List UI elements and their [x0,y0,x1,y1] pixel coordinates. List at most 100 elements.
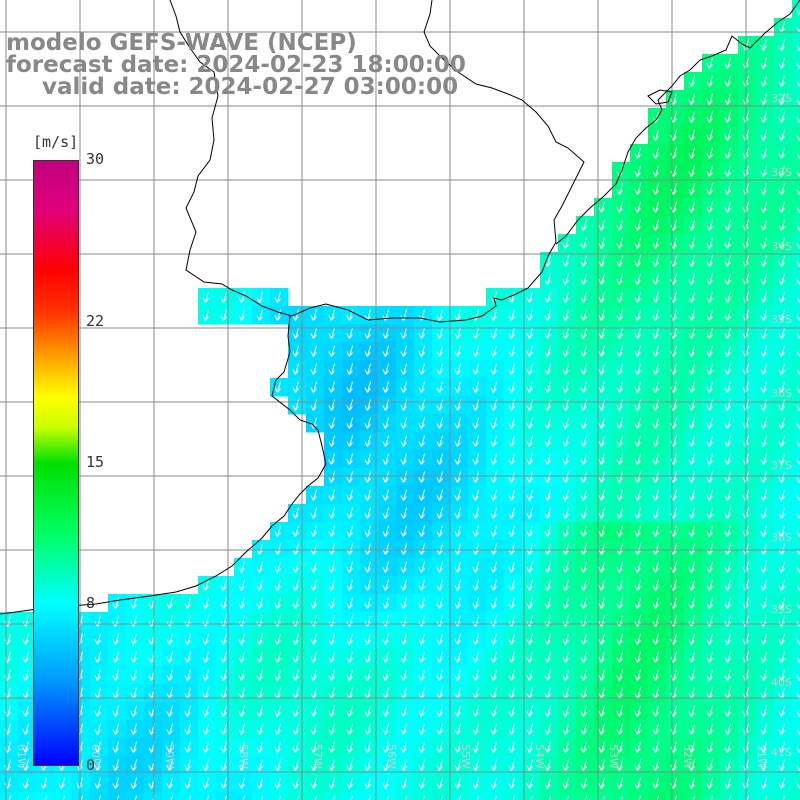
wind-arrow [598,273,606,285]
wind-arrow [616,399,624,411]
wind-arrow [328,453,336,465]
wind-cell [720,792,739,800]
wind-arrow [346,471,354,483]
wind-arrow [490,453,498,465]
wind-arrow [400,759,408,771]
wind-arrow [238,291,246,303]
wind-arrow [544,453,552,465]
longitude-label: 53W [607,744,620,769]
wind-arrow [544,705,552,717]
wind-arrow [580,237,588,249]
wind-arrow [310,381,318,393]
wind-arrow [652,129,660,141]
wind-arrow [472,525,480,537]
wind-cell [306,792,325,800]
wind-arrow [760,201,768,213]
wind-arrow [706,255,714,267]
wind-arrow [454,669,462,681]
wind-arrow [706,165,714,177]
wind-arrow [328,741,336,753]
wind-arrow [436,723,444,735]
wind-arrow [310,345,318,357]
wind-arrow [652,237,660,249]
wind-arrow [364,453,372,465]
wind-arrow [688,165,696,177]
colorbar-tick-label: 0 [86,756,96,774]
wind-arrow [112,759,120,771]
wind-arrow [220,309,228,321]
wind-arrow [724,201,732,213]
wind-arrow [256,669,264,681]
wind-arrow [580,777,588,789]
wind-arrow [206,795,210,800]
wind-cell [792,432,800,451]
wind-arrow [346,381,354,393]
wind-arrow [364,507,372,519]
wind-cell [792,774,800,793]
lagoon-outline [647,89,673,105]
wind-arrow [710,795,714,800]
wind-arrow [652,255,660,267]
wind-arrow [364,597,372,609]
wind-arrow [490,759,498,771]
wind-arrow [580,741,588,753]
wind-arrow [328,723,336,735]
wind-arrow [544,345,552,357]
wind-arrow [418,579,426,591]
wind-cell [756,792,775,800]
wind-arrow [688,561,696,573]
wind-arrow [130,759,138,771]
wind-cell [54,792,73,800]
wind-arrow [328,435,336,447]
wind-arrow [202,777,210,789]
wind-arrow [346,777,354,789]
wind-arrow [760,273,768,285]
wind-arrow [562,453,570,465]
wind-arrow [490,381,498,393]
wind-arrow [454,327,462,339]
wind-arrow [778,417,786,429]
wind-arrow [526,453,534,465]
wind-cell [792,414,800,433]
wind-arrow [778,705,786,717]
wind-arrow [368,795,372,800]
wind-arrow [508,435,516,447]
wind-arrow [400,471,408,483]
wind-arrow [454,309,462,321]
wind-arrow [580,327,588,339]
wind-cell [792,72,800,91]
wind-arrow [706,237,714,249]
wind-cell [792,702,800,721]
colorbar-tick-label: 15 [86,453,105,471]
wind-arrow [166,741,174,753]
wind-arrow [724,435,732,447]
wind-arrow [436,651,444,663]
wind-arrow [238,669,246,681]
wind-cell [270,792,289,800]
wind-arrow [94,705,102,717]
wind-arrow [346,651,354,663]
wind-arrow [760,111,768,123]
wind-arrow [454,489,462,501]
wind-arrow [778,633,786,645]
wind-arrow [634,651,642,663]
wind-arrow [256,705,264,717]
wind-arrow [706,417,714,429]
wind-arrow [562,327,570,339]
wind-arrow [778,165,786,177]
wind-arrow [256,561,264,573]
wind-arrow [544,381,552,393]
wind-arrow [418,363,426,375]
wind-arrow [346,525,354,537]
wind-arrow [238,579,246,591]
wind-arrow [400,651,408,663]
wind-arrow [562,381,570,393]
wind-arrow [328,345,336,357]
wind-arrow [80,795,84,800]
wind-arrow [94,723,102,735]
wind-arrow [706,507,714,519]
wind-arrow [274,759,282,771]
wind-arrow [508,723,516,735]
wind-cell [198,792,217,800]
wind-arrow [220,723,228,735]
